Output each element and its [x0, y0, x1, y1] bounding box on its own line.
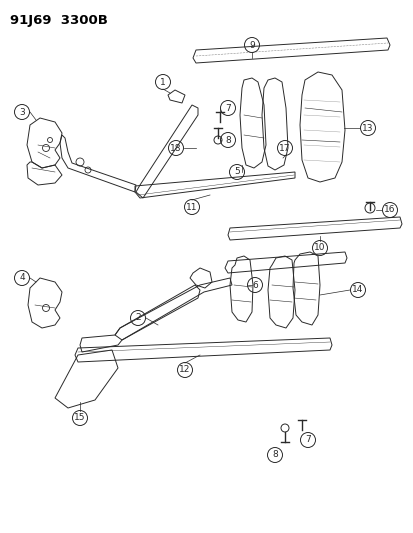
- Text: 3: 3: [19, 108, 25, 117]
- Text: 6: 6: [252, 280, 257, 289]
- Text: 1: 1: [160, 77, 166, 86]
- Text: 15: 15: [74, 414, 85, 423]
- Text: 13: 13: [361, 124, 373, 133]
- Text: 8: 8: [271, 450, 277, 459]
- Text: 10: 10: [313, 244, 325, 253]
- Text: 8: 8: [225, 135, 230, 144]
- Text: 2: 2: [135, 313, 140, 322]
- Text: 18: 18: [170, 143, 181, 152]
- Text: 11: 11: [186, 203, 197, 212]
- Text: 4: 4: [19, 273, 25, 282]
- Text: 9: 9: [249, 41, 254, 50]
- Text: 17: 17: [279, 143, 290, 152]
- Text: 12: 12: [179, 366, 190, 375]
- Text: 5: 5: [234, 167, 239, 176]
- Text: 91J69  3300B: 91J69 3300B: [10, 14, 108, 27]
- Text: 7: 7: [225, 103, 230, 112]
- Text: 7: 7: [304, 435, 310, 445]
- Text: 14: 14: [351, 286, 363, 295]
- Text: 16: 16: [383, 206, 395, 214]
